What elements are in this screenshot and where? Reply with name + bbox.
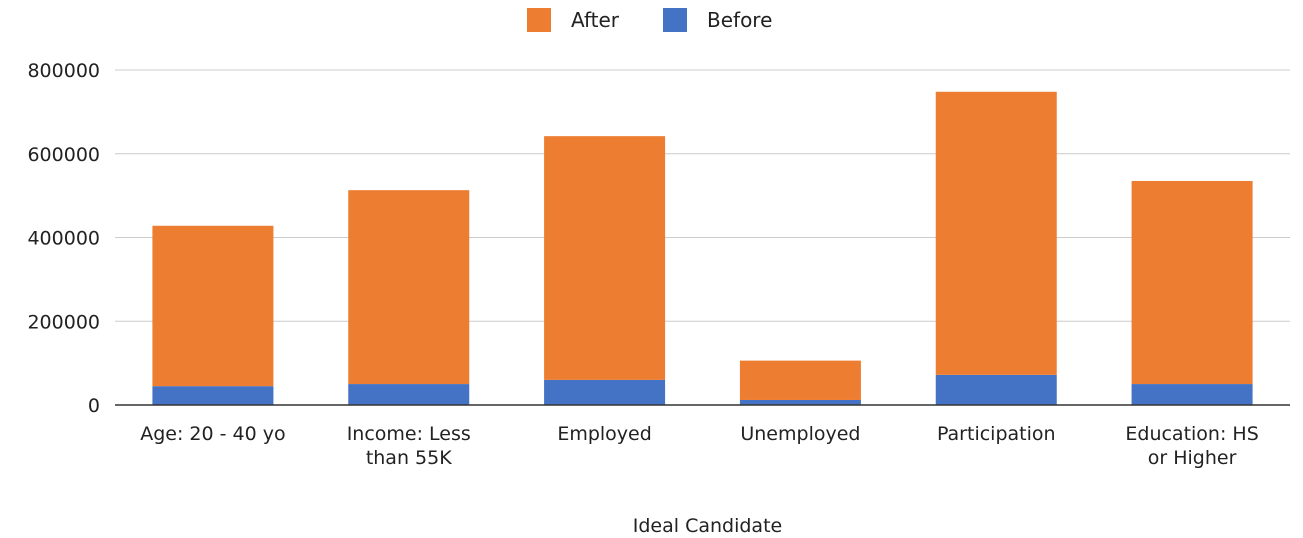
bar-before-3	[739, 399, 861, 405]
bar-before-1	[348, 384, 470, 405]
y-tick-label: 0	[88, 395, 100, 417]
x-category-label: Education: HS or Higher	[1125, 423, 1258, 469]
x-category-label: Age: 20 - 40 yo	[140, 423, 285, 445]
bar-after-1	[348, 190, 470, 385]
x-category-label: Participation	[937, 423, 1056, 445]
bar-before-4	[935, 374, 1057, 405]
legend-label-after: After	[571, 8, 620, 32]
y-axis-tick-labels: 0 200000 400000 600000 800000	[27, 60, 100, 417]
bar-before-5	[1131, 384, 1253, 405]
x-axis-title: Ideal Candidate	[633, 515, 782, 537]
bar-after-4	[935, 91, 1057, 375]
bar-series	[152, 91, 1253, 405]
legend-label-before: Before	[707, 8, 772, 32]
x-category-label: Income: Less than 55K	[347, 423, 471, 469]
y-tick-label: 200000	[27, 311, 100, 333]
bar-after-2	[544, 136, 666, 380]
x-axis-category-labels: Age: 20 - 40 yo Income: Less than 55K Emplo…	[140, 423, 1259, 469]
bar-after-3	[739, 360, 861, 400]
legend-swatch-after	[527, 8, 551, 32]
y-tick-label: 400000	[27, 228, 100, 250]
y-tick-label: 800000	[27, 60, 100, 82]
y-tick-label: 600000	[27, 144, 100, 166]
bar-after-5	[1131, 180, 1253, 385]
bar-after-0	[152, 225, 274, 387]
grid-lines	[115, 69, 1290, 322]
legend-swatch-before	[663, 8, 687, 32]
bar-before-2	[544, 379, 666, 405]
x-category-label: Unemployed	[740, 423, 860, 445]
bar-before-0	[152, 386, 274, 405]
x-category-label: Employed	[557, 423, 651, 445]
chart-legend: After Before	[527, 8, 772, 32]
